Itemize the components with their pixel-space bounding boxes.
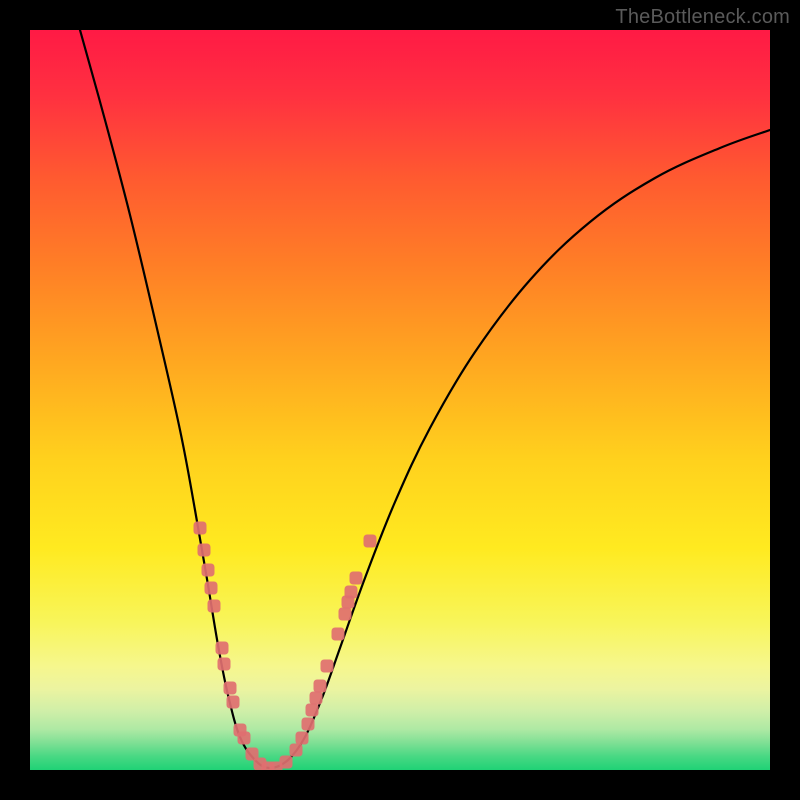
marker-point [194,522,207,535]
marker-point [216,642,229,655]
marker-point [218,658,231,671]
marker-point [350,572,363,585]
marker-point [339,608,352,621]
marker-point [202,564,215,577]
marker-point [314,680,327,693]
marker-point [310,692,323,705]
marker-point [290,744,303,757]
marker-point [321,660,334,673]
marker-point [280,756,293,769]
marker-point [208,600,221,613]
marker-point [205,582,218,595]
chart-plot-area [30,30,770,770]
marker-point [302,718,315,731]
marker-point [227,696,240,709]
watermark-text: TheBottleneck.com [615,6,790,29]
marker-point [296,732,309,745]
chart-svg [30,30,770,770]
marker-point [332,628,345,641]
marker-point [224,682,237,695]
chart-background [30,30,770,770]
marker-point [198,544,211,557]
marker-point [306,704,319,717]
marker-point [238,732,251,745]
marker-point [364,535,377,548]
marker-point [345,586,358,599]
